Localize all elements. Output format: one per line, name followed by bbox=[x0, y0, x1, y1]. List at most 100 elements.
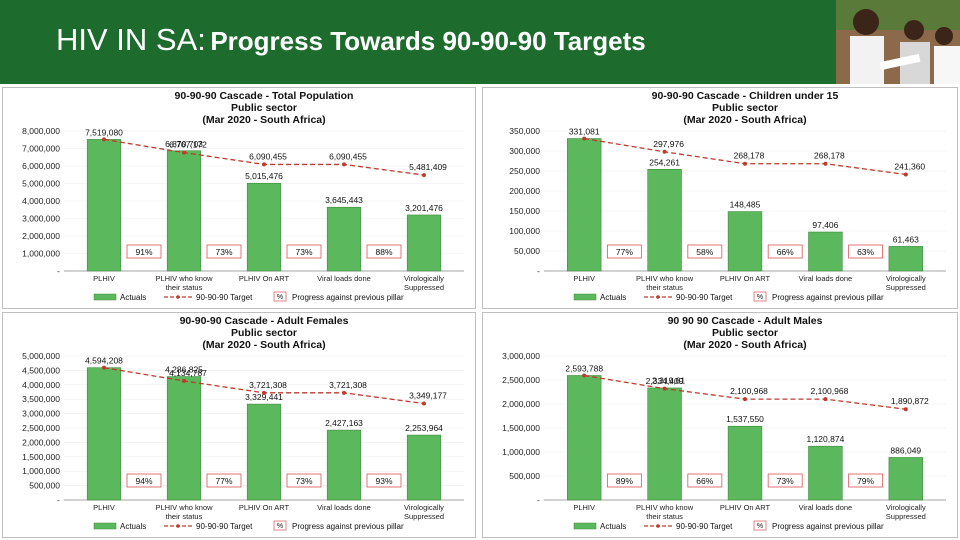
bar-actual bbox=[727, 211, 763, 272]
bar-value-label: 2,593,788 bbox=[565, 363, 603, 373]
bar-value-label: 5,015,476 bbox=[245, 171, 283, 181]
progress-box bbox=[206, 473, 242, 488]
progress-label: 91% bbox=[135, 247, 152, 257]
x-tick-label: PLHIV On ART bbox=[720, 274, 771, 283]
legend-target-marker bbox=[176, 524, 180, 528]
target-value-label: 2,100,968 bbox=[810, 386, 848, 396]
progress-box bbox=[286, 473, 322, 488]
x-tick-label: Suppressed bbox=[404, 283, 444, 292]
x-tick-label: PLHIV bbox=[93, 274, 115, 283]
bar-value-label: 4,286,825 bbox=[165, 365, 203, 375]
y-tick-label: 5,000,000 bbox=[22, 351, 60, 361]
x-tick-label: PLHIV who know bbox=[155, 274, 213, 283]
chart-title-line: Public sector bbox=[231, 327, 297, 339]
bar-actual bbox=[808, 445, 843, 501]
y-tick-label: 2,000,000 bbox=[22, 437, 60, 447]
progress-box bbox=[206, 244, 242, 259]
target-point bbox=[903, 407, 908, 412]
target-point bbox=[582, 136, 587, 141]
target-value-label: 2,100,968 bbox=[730, 386, 768, 396]
legend-progress: Progress against previous pillar bbox=[772, 293, 884, 302]
legend-actuals: Actuals bbox=[600, 293, 626, 302]
x-tick-label: PLHIV who know bbox=[636, 274, 694, 283]
x-tick-label: their status bbox=[646, 283, 683, 292]
y-tick-label: 7,000,000 bbox=[22, 144, 60, 154]
legend-progress-swatch bbox=[273, 520, 287, 531]
y-tick-label: 1,000,000 bbox=[22, 466, 60, 476]
progress-box bbox=[126, 244, 162, 259]
bar-actual bbox=[326, 206, 362, 272]
bar-actual bbox=[808, 231, 843, 272]
target-value-label: 2,319,61 bbox=[652, 376, 685, 386]
x-tick-label: PLHIV who know bbox=[155, 503, 213, 512]
y-tick-label: 3,000,000 bbox=[22, 409, 60, 419]
x-tick-label: Viral loads done bbox=[317, 503, 371, 512]
chart-panel-children: 90-90-90 Cascade - Children under 15 Publ… bbox=[482, 87, 958, 309]
y-tick-label: 300,000 bbox=[509, 146, 540, 156]
progress-label: 63% bbox=[857, 247, 874, 257]
bar-actual bbox=[406, 434, 442, 501]
progress-label: 66% bbox=[777, 247, 794, 257]
legend-progress-swatch bbox=[753, 291, 767, 302]
bar-actual bbox=[727, 425, 763, 501]
target-point bbox=[262, 162, 266, 167]
legend-actuals: Actuals bbox=[600, 522, 626, 531]
bar-value-label: 97,406 bbox=[812, 220, 838, 230]
y-tick-label: 500,000 bbox=[29, 481, 60, 491]
legend-target-marker bbox=[656, 295, 660, 299]
target-point bbox=[743, 161, 747, 166]
people-photo bbox=[836, 0, 960, 84]
bar-value-label: 331,081 bbox=[569, 127, 600, 137]
y-tick-label: 1,500,000 bbox=[22, 452, 60, 462]
target-value-label: 268,178 bbox=[734, 151, 765, 161]
target-value-label: 3,721,308 bbox=[329, 380, 367, 390]
bar-value-label: 4,594,208 bbox=[85, 356, 123, 366]
x-tick-label: PLHIV On ART bbox=[239, 274, 290, 283]
x-tick-label: PLHIV bbox=[93, 503, 115, 512]
y-tick-label: 4,000,000 bbox=[22, 196, 60, 206]
legend-actuals-swatch bbox=[93, 522, 117, 530]
chart-title-line: (Mar 2020 - South Africa) bbox=[202, 339, 325, 351]
x-tick-label: Suppressed bbox=[886, 512, 926, 521]
bar-actual bbox=[567, 138, 602, 272]
y-tick-label: 2,000,000 bbox=[502, 399, 540, 409]
legend-actuals-swatch bbox=[573, 522, 597, 530]
x-tick-label: PLHIV On ART bbox=[720, 503, 771, 512]
target-value-label: 5,481,409 bbox=[409, 162, 447, 172]
y-tick-label: 1,000,000 bbox=[502, 447, 540, 457]
bar-value-label: 3,645,443 bbox=[325, 195, 363, 205]
bar-actual bbox=[647, 168, 682, 272]
y-tick-label: 500,000 bbox=[509, 471, 540, 481]
bar-value-label: 148,485 bbox=[730, 200, 761, 210]
progress-box bbox=[126, 473, 162, 488]
x-tick-label: their status bbox=[166, 283, 203, 292]
y-tick-label: 350,000 bbox=[509, 126, 540, 136]
legend-target: 90-90-90 Target bbox=[676, 522, 733, 531]
bar-actual bbox=[246, 182, 282, 272]
y-tick-label: - bbox=[57, 266, 60, 276]
bar-actual bbox=[246, 403, 282, 501]
bar-value-label: 3,329,441 bbox=[245, 392, 283, 402]
bar-value-label: 2,334,409 bbox=[646, 376, 684, 386]
x-tick-label: Viral loads done bbox=[317, 274, 371, 283]
progress-box bbox=[366, 473, 402, 488]
bar-actual bbox=[888, 246, 923, 272]
target-point bbox=[823, 397, 828, 402]
y-tick-label: 200,000 bbox=[509, 186, 540, 196]
legend-progress: Progress against previous pillar bbox=[292, 293, 404, 302]
y-tick-label: 3,000,000 bbox=[502, 351, 540, 361]
bar-value-label: 3,201,476 bbox=[405, 203, 443, 213]
bar-actual bbox=[86, 139, 122, 272]
y-tick-label: 4,000,000 bbox=[22, 380, 60, 390]
y-tick-label: 150,000 bbox=[509, 206, 540, 216]
page-title-main: HIV IN SA: bbox=[56, 22, 206, 57]
target-value-label: 6,767,172 bbox=[169, 140, 207, 150]
target-point bbox=[903, 172, 908, 177]
y-tick-label: 250,000 bbox=[509, 166, 540, 176]
progress-label: 58% bbox=[696, 247, 713, 257]
page-title-sub: Progress Towards 90-90-90 Targets bbox=[210, 26, 646, 56]
x-tick-label: PLHIV bbox=[573, 503, 595, 512]
x-tick-label: Suppressed bbox=[886, 283, 926, 292]
target-point bbox=[743, 397, 747, 402]
x-tick-label: Viral loads done bbox=[799, 503, 853, 512]
